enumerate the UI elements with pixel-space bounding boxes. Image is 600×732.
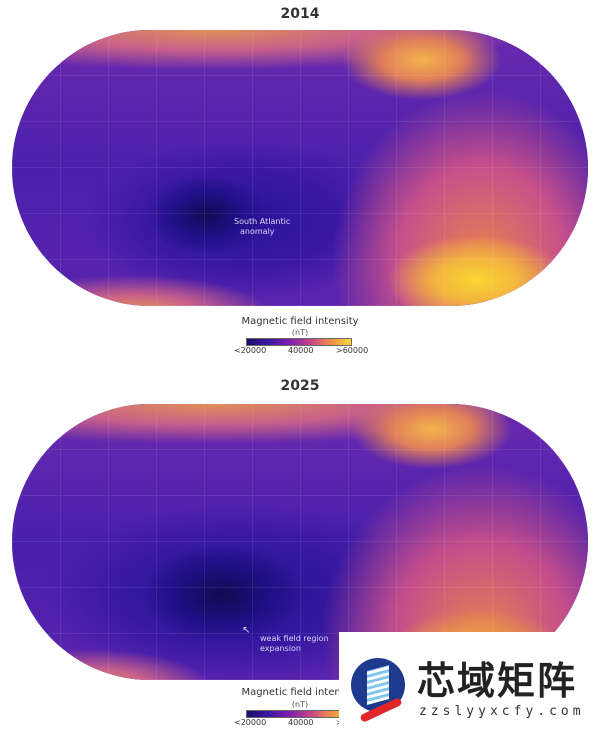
map-title-2025: 2025 [280, 378, 320, 394]
watermark-overlay: 芯域矩阵 zzslyyxcfy.com [339, 632, 600, 732]
legend-unit: (nT) [291, 700, 309, 709]
annotation-line: South Atlantic [234, 217, 291, 226]
legend-mid: 40000 [288, 718, 314, 727]
legend-min: <20000 [234, 346, 267, 355]
magnetic-field-map-2014: South Atlantic anomaly [12, 30, 588, 306]
graticule [12, 30, 588, 306]
annotation-south-atlantic-anomaly: South Atlantic anomaly [234, 217, 290, 237]
watermark-url: zzslyyxcfy.com [419, 704, 585, 719]
colorbar [246, 338, 352, 346]
colorbar [246, 710, 352, 718]
legend-max: >60000 [336, 346, 369, 355]
watermark-text: 芯域矩阵 [417, 659, 578, 703]
annotation-line: expansion [260, 644, 301, 653]
annotation-line: weak field region [260, 634, 329, 643]
legend-title: Magnetic field intensity [241, 316, 359, 327]
legend-mid: 40000 [288, 346, 314, 355]
magnetic-field-map-2025: ↖ weak field region expansion [12, 404, 588, 680]
legend-unit: (nT) [291, 328, 309, 337]
map-title-2014: 2014 [280, 6, 320, 22]
annotation-weak-field-expansion: ↖ weak field region expansion [242, 626, 329, 654]
legend-title: Magnetic field intensity [241, 687, 359, 698]
arrow-icon: ↖ [242, 625, 251, 636]
annotation-line: anomaly [240, 227, 275, 236]
legend-min: <20000 [234, 718, 267, 727]
